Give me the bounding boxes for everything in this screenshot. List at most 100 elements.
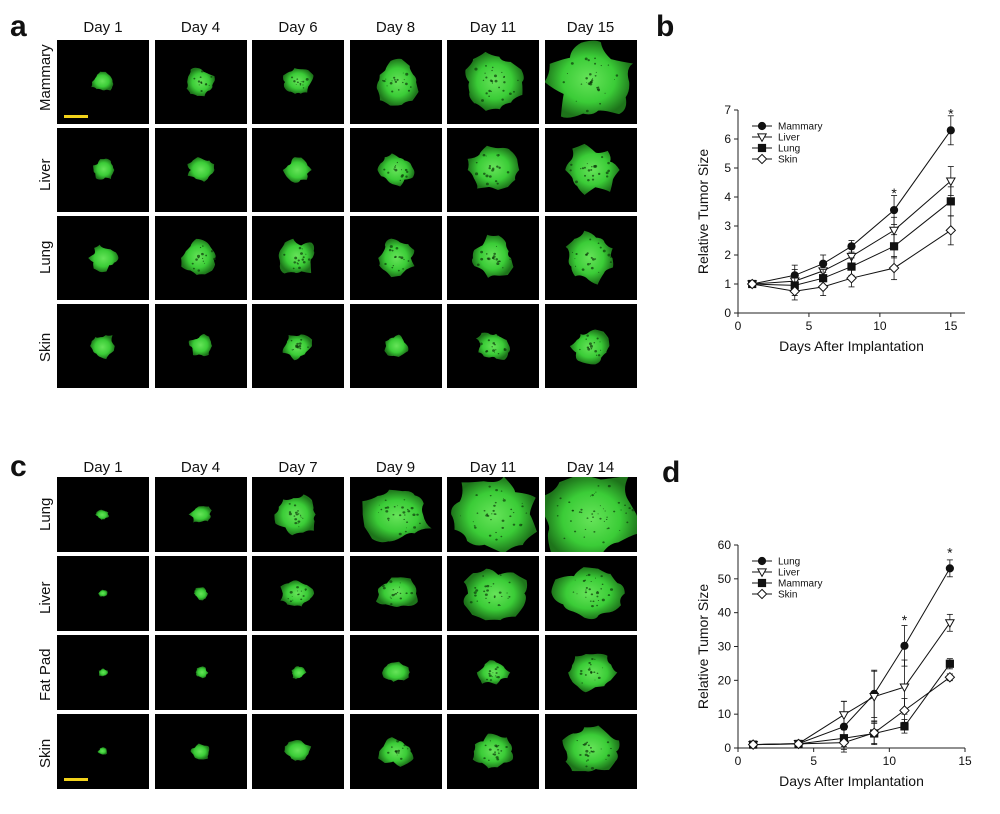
panel-a-image-skin-day-1 xyxy=(57,304,149,388)
chart-d-x-tick-label: 5 xyxy=(810,754,817,768)
panel-c-column-header-day-7: Day 7 xyxy=(278,459,318,476)
panel-a-image-lung-day-8 xyxy=(349,216,442,300)
panel-a-image-liver-day-1 xyxy=(57,128,149,212)
chart-b-legend-label-lung: Lung xyxy=(778,144,800,155)
panel-c-image-skin-day-1 xyxy=(57,714,149,789)
chart-b-point-liver xyxy=(846,252,857,262)
chart-b-y-tick-label: 6 xyxy=(724,132,731,146)
panel-a-image-lung-day-4 xyxy=(154,216,247,300)
chart-b-x-tick-label: 5 xyxy=(806,319,813,333)
panel-a-row-label-lung: Lung xyxy=(37,241,54,275)
panel-c-image-liver-day-4 xyxy=(154,556,247,631)
panel-letter-c: c xyxy=(10,450,27,483)
panel-c-image-fat-pad-day-4 xyxy=(154,635,247,710)
panel-a-image-mammary-day-15 xyxy=(544,40,637,124)
chart-d-point-skin xyxy=(838,737,850,748)
chart-d-legend-marker-lung xyxy=(757,556,767,566)
panel-letter-a: a xyxy=(10,10,27,43)
chart-b-significance-asterisk: * xyxy=(948,105,954,121)
panel-a-image-mammary-day-1 xyxy=(57,40,149,124)
chart-d-legend-marker-liver xyxy=(756,568,768,578)
panel-a-column-header-day-4: Day 4 xyxy=(180,19,221,36)
chart-b-series-line-mammary xyxy=(752,130,952,285)
panel-c-image-lung-day-4 xyxy=(154,477,247,552)
chart-d-point-lung xyxy=(900,641,909,650)
chart-d-y-tick-label: 30 xyxy=(718,640,732,654)
panel-a-image-liver-day-8 xyxy=(349,128,442,212)
chart-d-legend-label-lung: Lung xyxy=(778,557,800,568)
panel-a-scale-bar xyxy=(64,115,88,118)
panel-c-column-header-day-14: Day 14 xyxy=(566,459,615,476)
chart-b-series-line-liver xyxy=(752,180,952,285)
panel-c-image-skin-day-14 xyxy=(544,714,637,789)
chart-d-significance-asterisk: * xyxy=(902,612,908,628)
panel-c-image-fat-pad-day-14 xyxy=(544,635,637,710)
chart-b-point-lung xyxy=(889,242,899,251)
panel-a-image-skin-day-15 xyxy=(544,304,637,388)
chart-b-point-skin xyxy=(746,278,758,290)
chart-b-y-tick-label: 0 xyxy=(724,306,731,320)
chart-b-point-mammary xyxy=(946,126,955,135)
panel-c-image-lung-day-9 xyxy=(349,477,442,552)
chart-d-x-axis-label: Days After Implantation xyxy=(779,773,924,789)
chart-b-legend-label-mammary: Mammary xyxy=(778,122,822,133)
panel-c-image-skin-day-7 xyxy=(252,714,344,789)
chart-d-y-tick-label: 50 xyxy=(718,572,732,586)
chart-d-series-mammary xyxy=(749,658,954,749)
panel-a-column-header-day-1: Day 1 xyxy=(83,19,123,36)
panel-a-image-liver-day-11 xyxy=(447,128,539,212)
chart-b-point-liver xyxy=(889,226,900,236)
panel-c-column-header-day-9: Day 9 xyxy=(375,459,416,476)
chart-d-series-line-mammary xyxy=(753,663,951,746)
panel-a-row-label-mammary: Mammary xyxy=(37,44,54,111)
chart-b-series-skin xyxy=(746,215,957,301)
panel-c-image-liver-day-7 xyxy=(252,556,344,631)
panel-c-image-liver-day-9 xyxy=(349,556,442,631)
panel-a-image-mammary-day-6 xyxy=(252,40,344,124)
panel-c-column-header-day-11: Day 11 xyxy=(469,459,517,476)
chart-b-y-tick-label: 7 xyxy=(724,103,731,117)
panel-c-image-lung-day-14 xyxy=(544,477,637,552)
chart-b-point-skin xyxy=(945,225,957,236)
panel-letter-d: d xyxy=(662,456,681,489)
chart-b-y-tick-label: 2 xyxy=(724,248,731,262)
chart-b-y-tick-label: 3 xyxy=(724,219,731,233)
chart-d-point-liver xyxy=(838,711,849,721)
chart-b-legend-marker-mammary xyxy=(757,121,767,131)
panel-c-image-liver-day-1 xyxy=(57,556,149,631)
chart-d-point-liver xyxy=(869,692,880,702)
panel-c-image-lung-day-7 xyxy=(252,477,344,552)
chart-d-point-mammary xyxy=(945,659,954,668)
chart-d-y-tick-label: 60 xyxy=(718,538,732,552)
chart-d-point-skin xyxy=(899,705,910,716)
panel-c-row-label-liver: Liver xyxy=(37,581,54,614)
panel-c-row-label-skin: Skin xyxy=(37,738,54,768)
chart-d-point-skin xyxy=(747,739,759,750)
panel-c-image-skin-day-11 xyxy=(447,714,539,789)
chart-b-x-axis-label: Days After Implantation xyxy=(779,338,924,354)
chart-d-x-tick-label: 15 xyxy=(958,754,972,768)
panel-c-image-skin-day-9 xyxy=(349,714,442,789)
panel-a-row-label-skin: Skin xyxy=(37,333,54,363)
chart-b-x-tick-label: 15 xyxy=(944,319,958,333)
chart-d-x-tick-label: 10 xyxy=(883,754,897,768)
chart-d-point-skin xyxy=(793,738,804,750)
chart-b-x-tick-label: 10 xyxy=(873,319,887,333)
chart-d-legend-label-skin: Skin xyxy=(778,590,797,601)
panel-c-image-fat-pad-day-11 xyxy=(447,635,539,710)
chart-d-point-skin xyxy=(868,727,880,739)
panel-c-image-fat-pad-day-9 xyxy=(349,635,442,710)
panel-a-image-mammary-day-8 xyxy=(349,40,442,124)
chart-d-series-line-liver xyxy=(753,622,951,746)
panel-c-image-skin-day-4 xyxy=(154,714,247,789)
panel-a-image-mammary-day-11 xyxy=(447,40,539,124)
chart-b-point-liver xyxy=(945,177,956,187)
panel-a-image-mammary-day-4 xyxy=(154,40,247,124)
panel-a-image-lung-day-15 xyxy=(544,216,637,300)
chart-b-series-line-skin xyxy=(752,229,952,292)
panel-a-image-skin-day-8 xyxy=(349,304,442,388)
panel-c-image-lung-day-1 xyxy=(57,477,149,552)
panel-c-image-liver-day-14 xyxy=(544,556,637,631)
chart-b-significance-asterisk: * xyxy=(891,185,897,201)
